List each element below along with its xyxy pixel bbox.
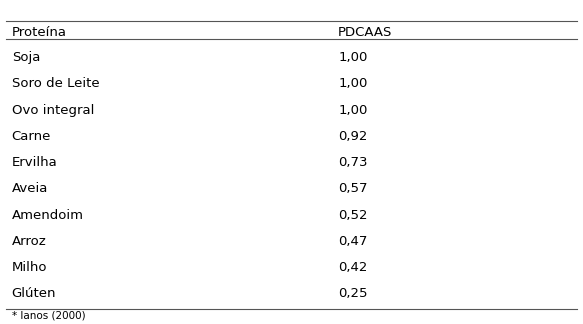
Text: Milho: Milho <box>12 261 47 274</box>
Text: Ervilha: Ervilha <box>12 156 57 169</box>
Text: Amendoim: Amendoim <box>12 209 83 222</box>
Text: Glúten: Glúten <box>12 287 56 300</box>
Text: 0,73: 0,73 <box>338 156 368 169</box>
Text: 0,57: 0,57 <box>338 182 368 195</box>
Text: 1,00: 1,00 <box>338 77 367 90</box>
Text: Aveia: Aveia <box>12 182 48 195</box>
Text: 1,00: 1,00 <box>338 104 367 117</box>
Text: Proteína: Proteína <box>12 26 66 39</box>
Text: 0,42: 0,42 <box>338 261 367 274</box>
Text: 0,52: 0,52 <box>338 209 368 222</box>
Text: Carne: Carne <box>12 130 51 143</box>
Text: PDCAAS: PDCAAS <box>338 26 392 39</box>
Text: 1,00: 1,00 <box>338 51 367 64</box>
Text: 0,47: 0,47 <box>338 235 367 248</box>
Text: Soro de Leite: Soro de Leite <box>12 77 99 90</box>
Text: * Ianos (2000): * Ianos (2000) <box>12 311 85 321</box>
Text: 0,25: 0,25 <box>338 287 368 300</box>
Text: Soja: Soja <box>12 51 40 64</box>
Text: 0,92: 0,92 <box>338 130 367 143</box>
Text: Arroz: Arroz <box>12 235 47 248</box>
Text: Ovo integral: Ovo integral <box>12 104 94 117</box>
